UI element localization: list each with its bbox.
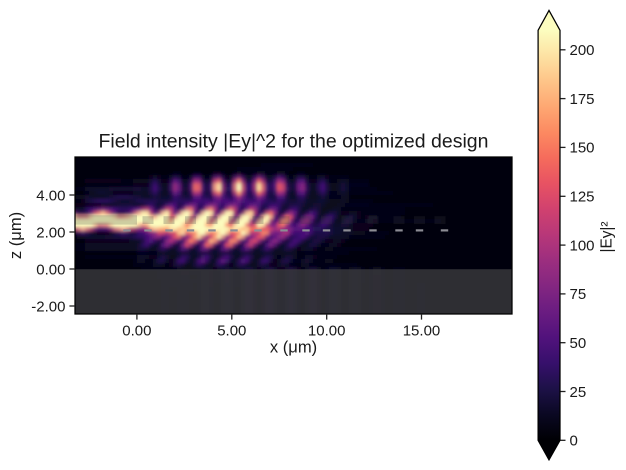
svg-text:5.00: 5.00 bbox=[217, 323, 246, 340]
svg-text:100: 100 bbox=[570, 237, 595, 254]
svg-text:Field intensity |Ey|^2 for the: Field intensity |Ey|^2 for the optimized… bbox=[99, 131, 489, 153]
svg-text:150: 150 bbox=[570, 140, 595, 157]
svg-text:75: 75 bbox=[570, 286, 587, 303]
svg-text:-2.00: -2.00 bbox=[31, 298, 65, 315]
svg-text:175: 175 bbox=[570, 91, 595, 108]
svg-text:z (μm): z (μm) bbox=[6, 212, 25, 259]
svg-text:15.00: 15.00 bbox=[403, 323, 441, 340]
svg-text:x (μm): x (μm) bbox=[270, 338, 317, 357]
svg-text:0.00: 0.00 bbox=[36, 261, 65, 278]
svg-text:10.00: 10.00 bbox=[308, 323, 346, 340]
svg-text:200: 200 bbox=[570, 42, 595, 59]
svg-text:50: 50 bbox=[570, 335, 587, 352]
svg-text:0.00: 0.00 bbox=[122, 323, 151, 340]
svg-text:125: 125 bbox=[570, 189, 595, 206]
svg-text:4.00: 4.00 bbox=[36, 187, 65, 204]
svg-text:25: 25 bbox=[570, 384, 587, 401]
svg-text:|Ey|²: |Ey|² bbox=[598, 221, 615, 252]
svg-text:2.00: 2.00 bbox=[36, 224, 65, 241]
svg-text:0: 0 bbox=[570, 433, 578, 450]
